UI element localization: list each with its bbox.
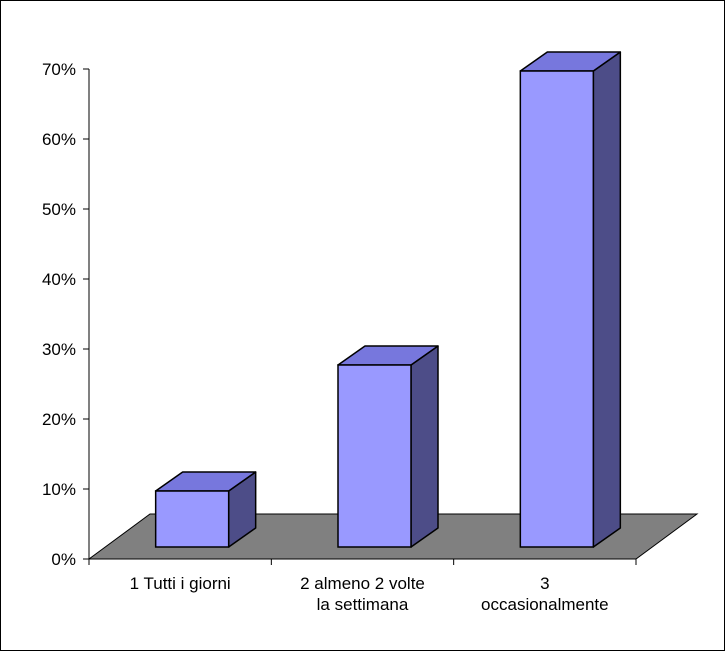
bar-front [519,70,595,548]
x-tick-label: 2 almeno 2 volte la settimana [300,574,425,614]
bar-front [154,490,230,548]
bar [519,51,622,548]
bar-side [592,51,622,548]
y-tick-label: 70% [42,60,76,79]
bar [337,345,439,548]
y-tick-label: 0% [51,550,76,569]
x-tick-label: 1 Tutti i giorni [130,574,231,593]
x-axis-ticks: 1 Tutti i giorni 2 almeno 2 volte la setti… [88,559,637,614]
bar [154,471,257,548]
y-tick-label: 40% [42,270,76,289]
bar-front [337,364,412,548]
y-tick-label: 50% [42,200,76,219]
bar-side [410,345,439,548]
y-tick-label: 10% [42,480,76,499]
y-tick-label: 30% [42,340,76,359]
y-tick-label: 20% [42,410,76,429]
y-tick-label: 60% [42,130,76,149]
bars [154,51,622,548]
x-tick-label: 3 occasionalmente [481,574,609,614]
y-axis-ticks: 0% 10% 20% 30% 40% 50% 60% 70% [42,60,89,569]
